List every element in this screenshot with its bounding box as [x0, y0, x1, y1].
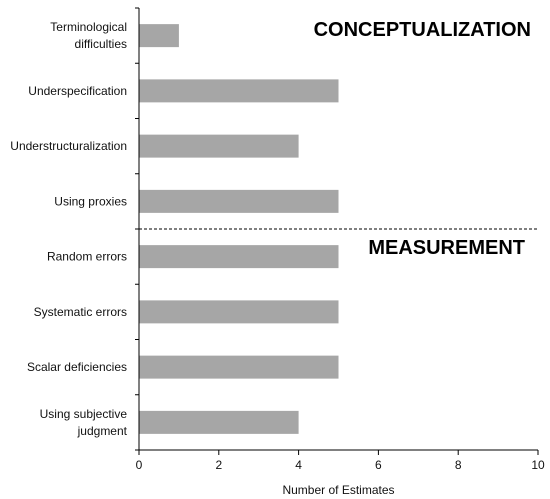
- bar: [139, 410, 299, 434]
- x-tick-label: 4: [295, 458, 302, 472]
- x-ticks: 0 2 4 6 8 10: [136, 450, 545, 472]
- x-tick-label: 6: [375, 458, 382, 472]
- conceptualization-label: CONCEPTUALIZATION: [314, 19, 531, 41]
- x-tick-label: 8: [455, 458, 462, 472]
- x-tick-label: 10: [531, 458, 545, 472]
- measurement-label: MEASUREMENT: [368, 237, 525, 259]
- bar: [139, 79, 339, 103]
- category-label: Understructuralization: [10, 139, 127, 153]
- bars: [139, 24, 339, 434]
- x-axis-title: Number of Estimates: [282, 483, 394, 497]
- category-label: Systematic errors: [34, 305, 127, 319]
- x-tick-label: 0: [136, 458, 143, 472]
- category-label: Using proxies: [54, 194, 127, 208]
- category-label: Using subjective judgment: [40, 407, 128, 438]
- bar: [139, 245, 339, 269]
- bar: [139, 24, 179, 48]
- bar: [139, 355, 339, 379]
- bar: [139, 189, 339, 213]
- category-label: Terminological difficulties: [50, 20, 127, 51]
- category-label: Random errors: [47, 250, 127, 264]
- bar: [139, 134, 299, 158]
- category-label: Underspecification: [28, 84, 127, 98]
- category-labels: Terminological difficulties Underspecifica…: [10, 20, 127, 438]
- bar: [139, 300, 339, 324]
- category-label: Scalar deficiencies: [27, 360, 127, 374]
- x-tick-label: 2: [215, 458, 222, 472]
